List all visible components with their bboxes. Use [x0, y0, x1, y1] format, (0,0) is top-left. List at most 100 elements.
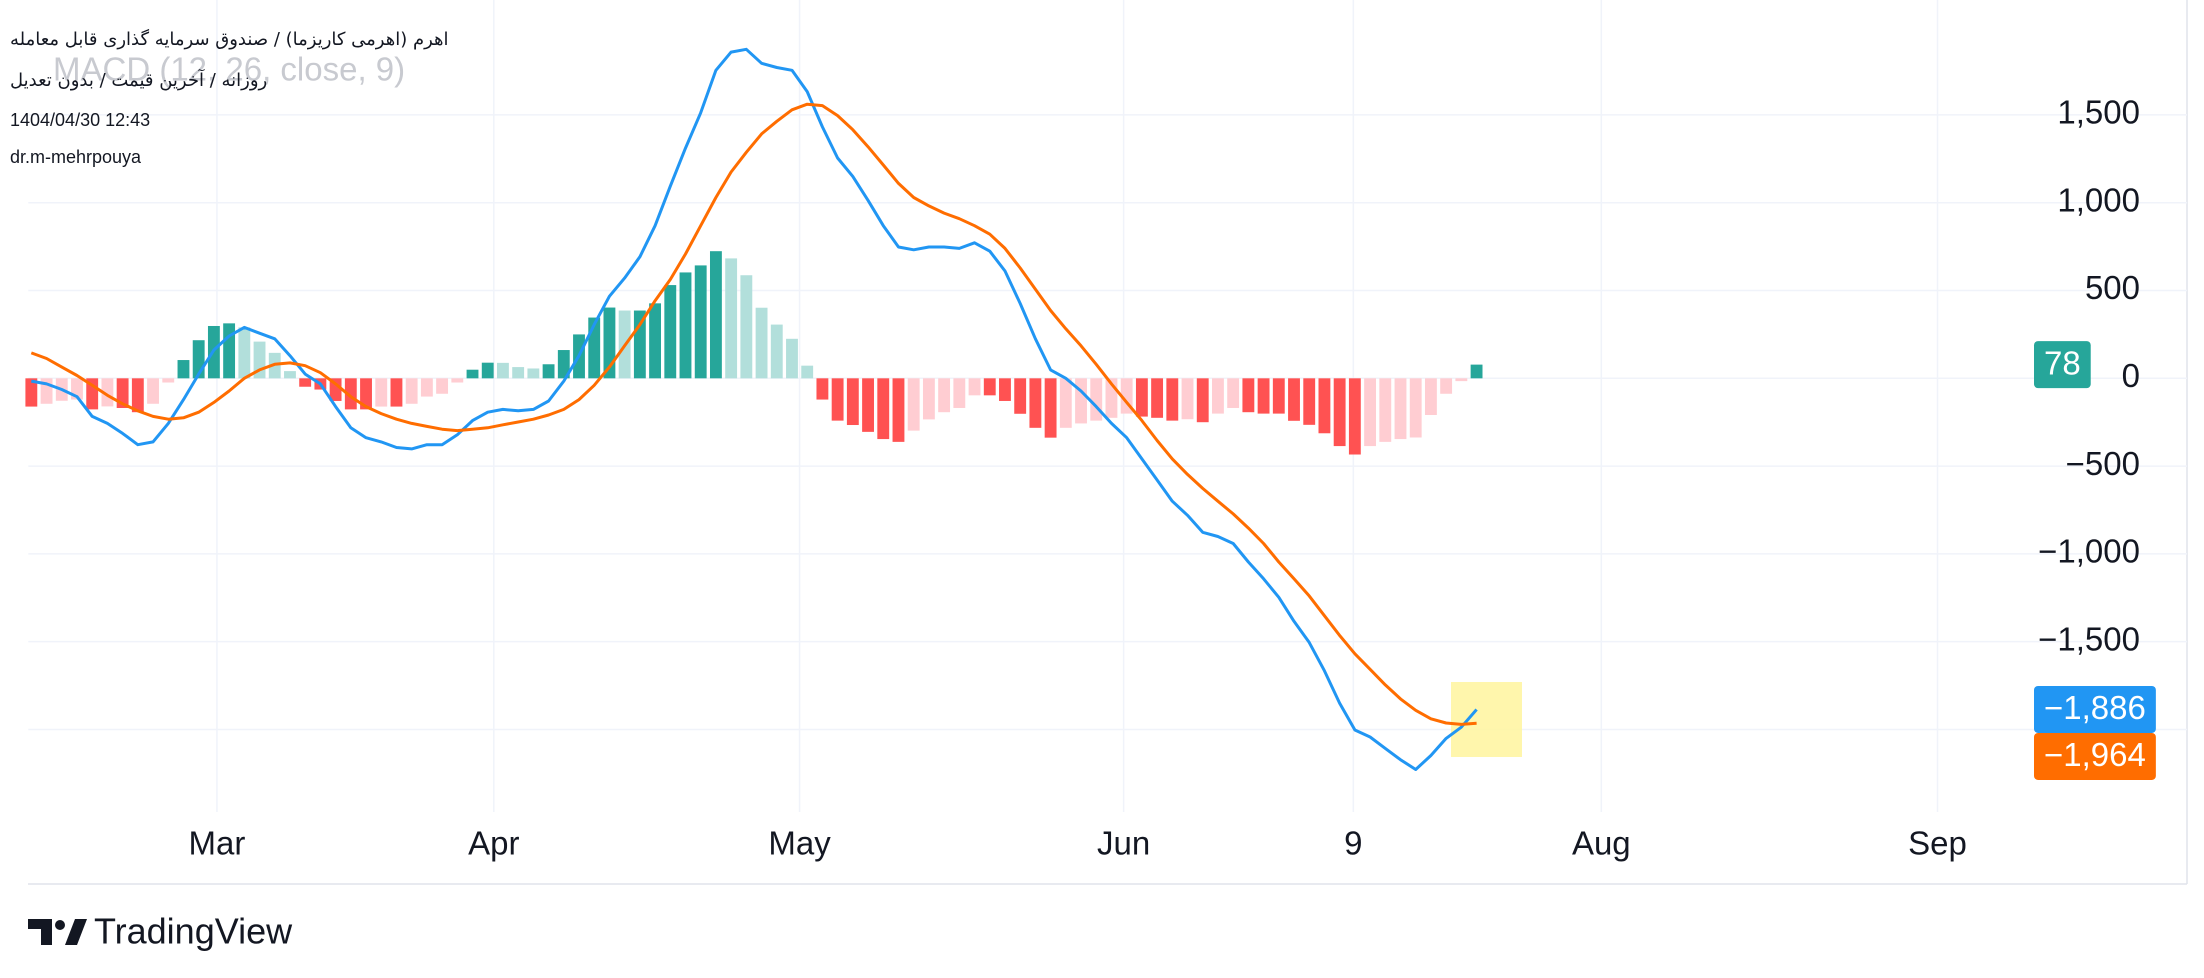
histogram-bar — [1227, 378, 1240, 408]
histogram-bar — [177, 360, 190, 379]
price-tag-label: 78 — [2044, 344, 2081, 381]
histogram-bar — [360, 378, 372, 410]
histogram-bar — [1394, 378, 1407, 440]
histogram-bar — [1166, 378, 1179, 421]
price-tag-box — [2034, 341, 2091, 389]
histogram-bar — [299, 378, 312, 387]
y-tick-label: 1,000 — [2057, 181, 2140, 218]
marks — [25, 47, 1483, 771]
histogram-bar — [71, 378, 83, 400]
histogram-bar — [512, 367, 525, 379]
x-tick-label: Jun — [1097, 825, 1150, 862]
histogram-bar — [162, 378, 175, 383]
histogram-bar — [1364, 378, 1377, 447]
histogram-bar — [329, 378, 342, 401]
price-tag: −1,964 — [2034, 732, 2156, 780]
histogram-bar — [831, 378, 844, 421]
histogram-bar — [1090, 378, 1103, 421]
histogram-bar — [1409, 378, 1422, 438]
histogram-bar — [1029, 378, 1042, 428]
histogram-bar — [740, 275, 753, 379]
histogram-bar — [588, 317, 601, 379]
histogram-bar — [420, 378, 433, 397]
histogram-bar — [862, 378, 874, 432]
histogram-bar — [390, 378, 403, 407]
histogram-bar — [1105, 378, 1118, 418]
price-tag: −1,886 — [2034, 685, 2156, 733]
histogram-bar — [542, 364, 555, 379]
histogram-bar — [999, 378, 1011, 401]
histogram-bar — [1470, 364, 1483, 379]
histogram-bar — [755, 307, 768, 379]
histogram-bar — [968, 378, 981, 396]
price-tag-box — [2034, 732, 2156, 780]
histogram-bar — [405, 378, 418, 404]
histogram-bar — [284, 371, 296, 379]
histogram-bar — [238, 327, 251, 379]
histogram-bar — [1014, 378, 1027, 414]
histogram-bar — [1272, 378, 1285, 414]
histogram-bar — [725, 258, 738, 379]
histogram-bar — [1044, 378, 1057, 438]
histogram-bar — [192, 340, 205, 379]
line-series — [31, 47, 1478, 771]
histogram-bar — [846, 378, 859, 426]
histogram-bar — [1212, 378, 1224, 414]
histogram-bar — [983, 378, 996, 396]
histogram-bar — [131, 378, 144, 413]
histogram-bar — [1257, 378, 1270, 414]
histogram-bar — [1288, 378, 1300, 421]
brand-logo — [28, 919, 87, 945]
histogram-bar — [101, 378, 114, 407]
histogram-bar — [1059, 378, 1072, 428]
histogram-bar — [1242, 378, 1255, 413]
histogram-bar — [1181, 378, 1194, 420]
histogram-bar — [709, 251, 722, 379]
histogram-bar — [1348, 378, 1361, 455]
histogram-bar — [147, 378, 159, 404]
histogram-bar — [801, 365, 814, 379]
y-tick-label: −1,000 — [2038, 533, 2140, 570]
histogram-bar — [816, 378, 829, 400]
brand-name: TradingView — [94, 911, 293, 952]
histogram-bar — [664, 285, 677, 379]
x-tick-label: Apr — [468, 825, 519, 862]
histogram-bar — [375, 378, 388, 407]
x-tick-label: Sep — [1908, 825, 1967, 862]
highlight-box — [1451, 682, 1522, 757]
price-tag-box — [2034, 685, 2156, 733]
chart-settings: روزانه / آخرین قیمت / بدون تعدیل — [10, 68, 267, 91]
histogram-bar — [1440, 378, 1453, 394]
histogram-bar — [938, 378, 951, 413]
price-tag-label: −1,886 — [2044, 689, 2146, 726]
histogram-bar — [86, 378, 99, 410]
y-tick-label: −500 — [2066, 445, 2140, 482]
histogram-bar — [633, 310, 646, 379]
instrument-title: اهرم (اهرمی کاریزما) / صندوق سرمایه گذار… — [10, 28, 449, 50]
histogram-bar — [481, 362, 494, 379]
histogram-bar — [1333, 378, 1346, 447]
histogram-bar — [907, 378, 920, 431]
histogram-bar — [786, 338, 798, 379]
histogram-bar — [1318, 378, 1331, 434]
histogram-bar — [1196, 378, 1209, 423]
histogram-bar — [436, 378, 449, 394]
histogram-bar — [922, 378, 935, 420]
histogram-bar — [253, 341, 266, 379]
y-tick-label: −1,500 — [2038, 620, 2140, 657]
histogram-bar — [25, 378, 38, 407]
histogram-bar — [1424, 378, 1437, 416]
labels: −2,000−1,500−1,000−50005001,0001,500MarA… — [189, 94, 2156, 862]
x-tick-label: Mar — [189, 825, 246, 862]
histogram-bar — [344, 378, 357, 410]
line-series — [30, 102, 1477, 726]
histogram-bar — [649, 303, 662, 379]
histogram-bar — [694, 265, 707, 379]
histogram-bar — [1455, 378, 1468, 382]
author: dr.m-mehrpouya — [10, 147, 142, 167]
histogram-bar — [877, 378, 890, 440]
histogram-bar — [116, 378, 129, 408]
x-tick-label: 9 — [1344, 825, 1362, 862]
